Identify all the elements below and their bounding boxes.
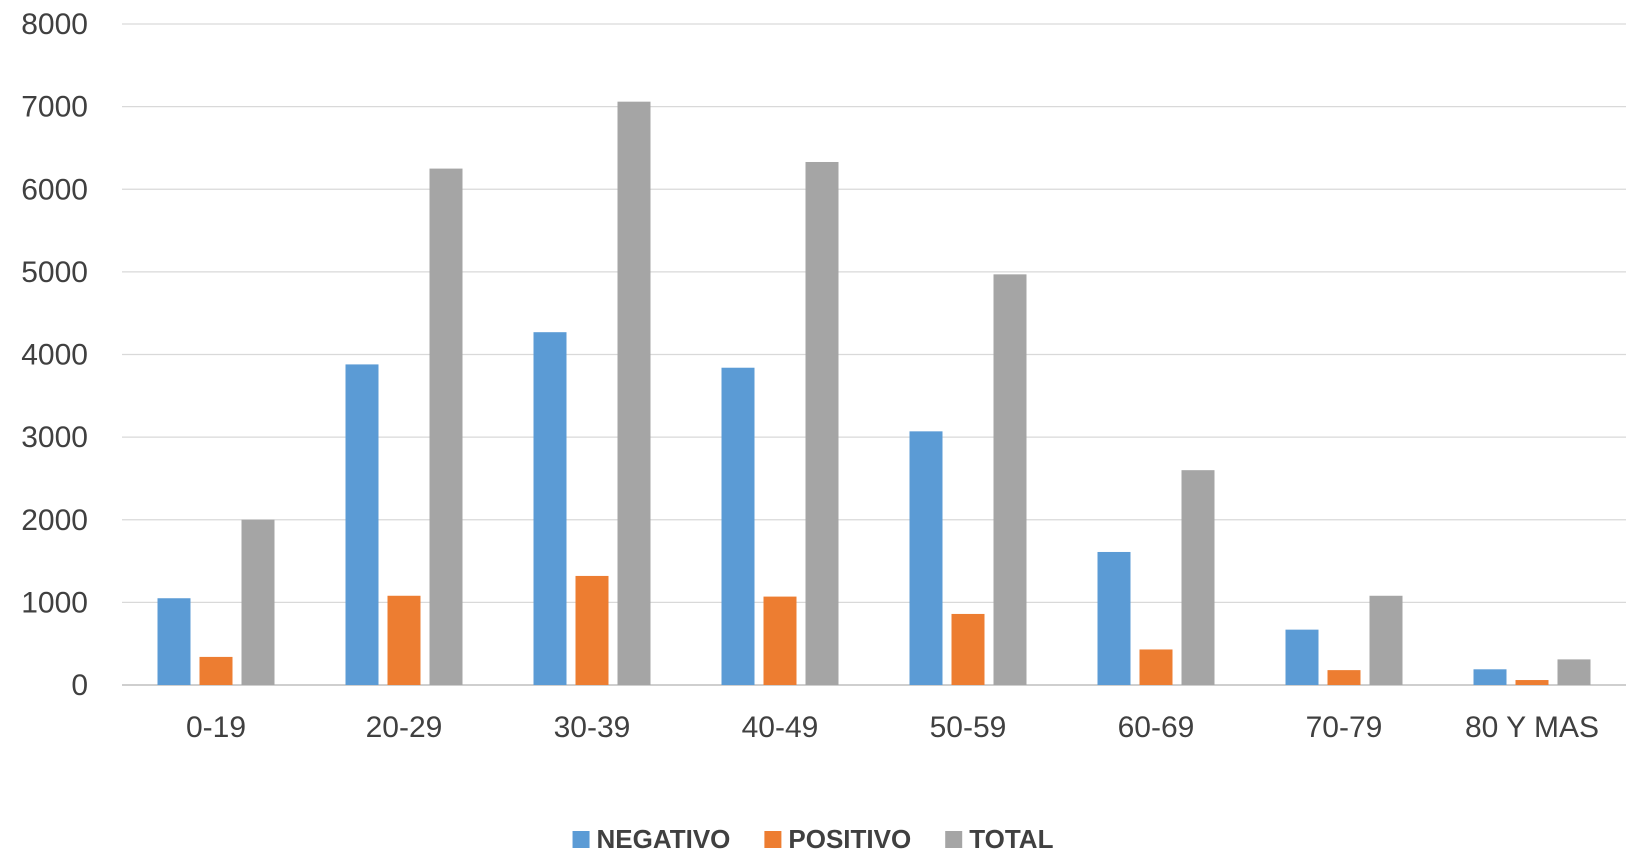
bar-positivo-60-69 bbox=[1139, 649, 1173, 685]
bar-total-60-69 bbox=[1181, 470, 1215, 685]
y-tick-label: 1000 bbox=[21, 586, 88, 619]
x-tick-label: 30-39 bbox=[554, 711, 631, 744]
bar-total-30-39 bbox=[617, 101, 651, 686]
legend-label: POSITIVO bbox=[788, 824, 911, 854]
bars bbox=[157, 101, 1591, 686]
x-tick-label: 70-79 bbox=[1306, 711, 1383, 744]
bar-negativo-50-59 bbox=[909, 431, 943, 685]
y-tick-label: 3000 bbox=[21, 421, 88, 454]
x-tick-label: 20-29 bbox=[366, 711, 443, 744]
legend-label: TOTAL bbox=[969, 824, 1053, 854]
x-tick-label: 60-69 bbox=[1118, 711, 1195, 744]
y-tick-label: 4000 bbox=[21, 339, 88, 372]
y-axis-ticks: 0 1000 2000 3000 4000 5000 6000 7000 8000 bbox=[21, 8, 88, 702]
bar-negativo-20-29 bbox=[345, 364, 379, 685]
x-axis-ticks: 0-19 20-29 30-39 40-49 50-59 60-69 70-79 80 Y M… bbox=[186, 711, 1599, 744]
bar-total-70-79 bbox=[1369, 595, 1403, 685]
bar-negativo-60-69 bbox=[1097, 551, 1131, 685]
bar-total-80-y-mas bbox=[1557, 659, 1591, 685]
bar-positivo-40-49 bbox=[763, 596, 797, 685]
bar-total-50-59 bbox=[993, 274, 1027, 685]
x-tick-label: 80 Y MAS bbox=[1465, 711, 1599, 744]
bar-positivo-0-19 bbox=[199, 656, 233, 685]
legend: NEGATIVO POSITIVO TOTAL bbox=[572, 824, 1054, 854]
y-tick-label: 7000 bbox=[21, 91, 88, 124]
y-tick-label: 5000 bbox=[21, 256, 88, 289]
x-tick-label: 50-59 bbox=[930, 711, 1007, 744]
bar-total-0-19 bbox=[241, 519, 275, 685]
bar-total-40-49 bbox=[805, 161, 839, 685]
bar-negativo-70-79 bbox=[1285, 629, 1319, 685]
bar-positivo-20-29 bbox=[387, 595, 421, 685]
legend-swatch bbox=[945, 831, 963, 848]
y-tick-label: 0 bbox=[71, 669, 88, 702]
legend-swatch bbox=[572, 831, 590, 848]
x-tick-label: 0-19 bbox=[186, 711, 246, 744]
bar-negativo-0-19 bbox=[157, 598, 191, 685]
bar-positivo-70-79 bbox=[1327, 670, 1361, 685]
bar-positivo-80-y-mas bbox=[1515, 680, 1549, 685]
y-tick-label: 2000 bbox=[21, 504, 88, 537]
legend-swatch bbox=[764, 831, 782, 848]
y-tick-label: 8000 bbox=[21, 8, 88, 41]
bar-positivo-30-39 bbox=[575, 575, 609, 685]
bar-negativo-30-39 bbox=[533, 332, 567, 685]
bar-total-20-29 bbox=[429, 168, 463, 685]
bar-positivo-50-59 bbox=[951, 613, 985, 685]
y-tick-label: 6000 bbox=[21, 173, 88, 206]
x-tick-label: 40-49 bbox=[742, 711, 819, 744]
bar-negativo-80-y-mas bbox=[1473, 669, 1507, 685]
legend-label: NEGATIVO bbox=[597, 824, 731, 854]
bar-negativo-40-49 bbox=[721, 367, 755, 685]
